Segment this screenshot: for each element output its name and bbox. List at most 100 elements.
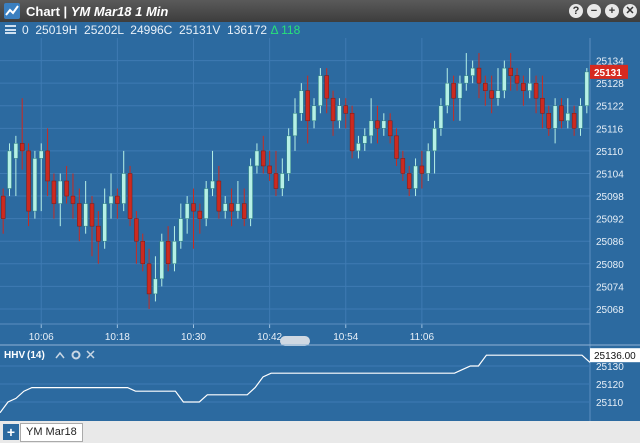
candle-up [445, 82, 450, 106]
price-tick-label: 25086 [596, 237, 624, 248]
candle-up [565, 113, 571, 122]
candle-down [134, 218, 139, 242]
candle-down [64, 180, 69, 197]
candle-up [438, 105, 444, 129]
candle-up [172, 240, 177, 265]
candle-up [527, 82, 532, 91]
time-tick-label: 10:54 [333, 332, 358, 343]
candle-down [115, 195, 120, 204]
candle-up [248, 165, 253, 219]
candle-down [70, 195, 76, 204]
candle-up [7, 150, 12, 189]
candle-down [216, 180, 222, 212]
candle-down [267, 165, 272, 174]
candle-down [406, 173, 412, 189]
candle-up [178, 218, 184, 242]
candle-down [191, 203, 196, 212]
candle-down [140, 240, 145, 265]
price-tick-label: 25128 [596, 79, 624, 90]
candle-up [464, 75, 469, 84]
time-scroll-handle[interactable] [280, 336, 310, 346]
menu-icon[interactable] [5, 25, 16, 34]
candle-down [26, 150, 31, 212]
candle-down [324, 75, 329, 99]
candle-down [533, 82, 539, 99]
candle-up [299, 90, 304, 114]
candle-up [108, 195, 114, 204]
close-icon[interactable] [86, 350, 95, 359]
chart-icon [4, 3, 20, 19]
candle-up [381, 120, 387, 129]
candle-down [45, 150, 50, 182]
candle-down [229, 203, 234, 212]
candle-up [203, 188, 209, 219]
bar-stats: 0 25019H 25202L 24996C 25131V 136172 Δ 1… [22, 23, 301, 37]
window-titlebar: Chart | YM Mar18 1 Min ? − + ✕ [0, 0, 640, 22]
window-title: Chart | YM Mar18 1 Min [26, 4, 169, 19]
candle-up [356, 143, 361, 152]
candle-down [197, 210, 203, 219]
indicator-name: HHV [4, 350, 25, 361]
candle-down [476, 67, 482, 84]
candle-up [235, 203, 241, 212]
maximize-icon[interactable]: + [605, 4, 619, 18]
close-icon[interactable]: ✕ [623, 4, 637, 18]
price-tick-label: 25098 [596, 192, 624, 203]
add-chart-icon[interactable]: + [3, 424, 19, 440]
candle-up [311, 105, 317, 122]
hhv-tick-label: 25110 [596, 398, 624, 409]
candle-down [521, 82, 526, 91]
candle-up [280, 173, 285, 189]
candle-down [546, 113, 552, 129]
current-price-label: 25131 [594, 68, 622, 79]
candle-down [394, 135, 399, 159]
candle-up [413, 165, 418, 189]
candle-up [457, 82, 463, 99]
candle-down [305, 90, 310, 122]
candle-down [241, 203, 247, 219]
candle-up [153, 278, 158, 295]
candle-up [286, 135, 291, 174]
help-icon[interactable]: ? [569, 4, 583, 18]
candle-up [184, 203, 190, 219]
candle-up [102, 203, 107, 242]
candle-up [292, 113, 298, 137]
candle-down [419, 165, 425, 174]
price-tick-label: 25122 [596, 102, 624, 113]
price-tick-label: 25116 [596, 124, 624, 135]
price-tick-label: 25110 [596, 147, 624, 158]
candle-down [559, 105, 564, 122]
candle-down [489, 90, 494, 99]
price-tick-label: 25068 [596, 305, 624, 316]
hhv-current-label: 25136.00 [594, 351, 636, 362]
candle-up [502, 67, 507, 91]
candle-down [165, 240, 171, 265]
candle-down [51, 180, 57, 204]
gear-icon[interactable] [71, 350, 81, 360]
candle-down [19, 143, 25, 152]
hhv-line [0, 354, 591, 414]
price-tick-label: 25104 [596, 169, 624, 180]
chevron-up-icon[interactable] [55, 351, 65, 359]
candle-up [32, 158, 38, 212]
indicator-period: (14) [27, 350, 45, 361]
candle-up [159, 240, 165, 280]
candle-up [222, 203, 228, 212]
chart-toolbar: 0 25019H 25202L 24996C 25131V 136172 Δ 1… [0, 22, 640, 38]
candle-down [400, 158, 406, 174]
candle-down [273, 173, 279, 189]
candle-up [83, 203, 88, 227]
minimize-icon[interactable]: − [587, 4, 601, 18]
chart-tab[interactable]: YM Mar18 [20, 423, 83, 442]
candle-down [349, 113, 355, 152]
price-tick-label: 25134 [596, 57, 624, 68]
time-tick-label: 10:30 [181, 332, 206, 343]
candle-up [432, 128, 437, 152]
candle-down [261, 150, 266, 167]
candle-down [127, 173, 133, 219]
time-tick-label: 10:06 [29, 332, 54, 343]
candle-up [578, 105, 583, 129]
candle-up [495, 90, 501, 99]
current-price-marker [590, 64, 628, 79]
